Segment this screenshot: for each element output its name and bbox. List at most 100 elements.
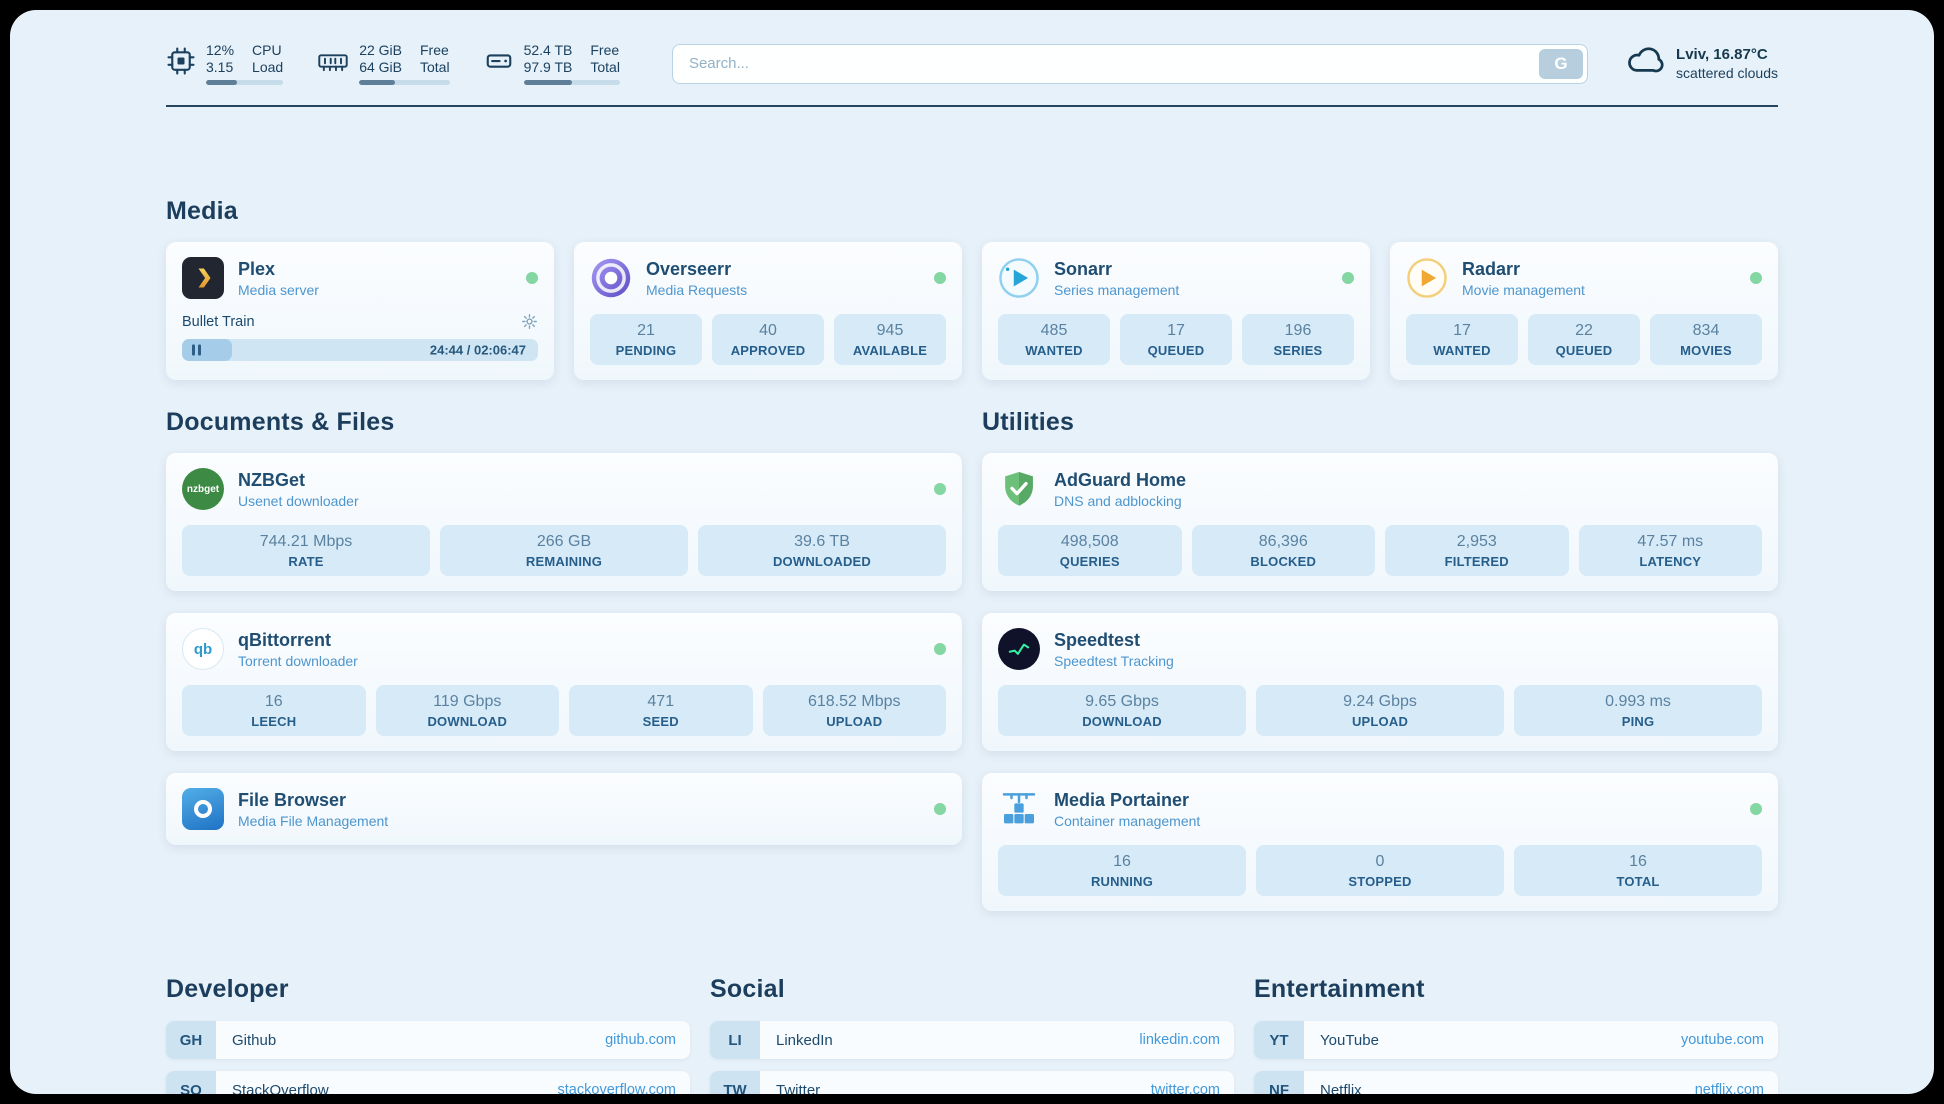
cpu-usage-label: CPU	[252, 42, 282, 58]
filebrowser-icon	[182, 788, 224, 830]
service-card-qbittorrent[interactable]: qb qBittorrent Torrent downloader 16 LEE…	[166, 613, 962, 751]
service-subtitle: Speedtest Tracking	[1054, 652, 1174, 669]
bookmark-abbr: TW	[710, 1071, 760, 1094]
bookmark-group-title: Developer	[166, 975, 289, 1003]
stat-rate: 744.21 Mbps RATE	[182, 525, 430, 576]
disk-icon	[484, 46, 514, 81]
sonarr-icon	[998, 257, 1040, 299]
plex-icon	[182, 257, 224, 299]
bookmark-name: Github	[232, 1031, 277, 1049]
service-card-radarr[interactable]: Radarr Movie management 17 WANTED 22 QUE…	[1390, 242, 1778, 380]
search-bar: G	[671, 43, 1589, 84]
memory-free-label: Free	[420, 42, 449, 58]
nzbget-icon: nzbget	[182, 468, 224, 510]
bookmark-url: linkedin.com	[1139, 1032, 1220, 1048]
bookmark-url: twitter.com	[1150, 1082, 1220, 1094]
cpu-usage-value: 12%	[206, 42, 235, 58]
topbar-divider	[166, 105, 1778, 107]
bookmark-url: netflix.com	[1694, 1082, 1764, 1094]
cloud-icon	[1622, 44, 1664, 83]
status-dot	[934, 643, 946, 655]
disk-total-label: Total	[590, 59, 620, 75]
cpu-icon	[166, 46, 196, 81]
weather-widget[interactable]: Lviv, 16.87°C scattered clouds	[1622, 44, 1778, 83]
bookmark-youtube[interactable]: YT YouTube youtube.com	[1254, 1021, 1778, 1059]
service-card-overseerr[interactable]: Overseerr Media Requests 21 PENDING 40 A…	[574, 242, 962, 380]
service-card-portainer[interactable]: Media Portainer Container management 16 …	[982, 773, 1778, 911]
bookmark-group-developer: Developer GH Github github.com SO StackO…	[166, 975, 690, 1094]
section-documents: Documents & Files nzbget NZBGet Usenet d…	[166, 408, 962, 911]
qbittorrent-icon: qb	[182, 628, 224, 670]
bookmark-abbr: YT	[1254, 1021, 1304, 1059]
memory-total-label: Total	[420, 59, 450, 75]
stat-approved: 40 APPROVED	[712, 314, 824, 365]
search-provider-button[interactable]: G	[1539, 48, 1584, 79]
bookmark-name: StackOverflow	[232, 1081, 329, 1095]
service-name: Plex	[238, 258, 276, 279]
cpu-widget: 12% CPU 3.15 Load	[166, 42, 284, 85]
service-subtitle: Torrent downloader	[238, 652, 358, 669]
stat-available: 945 AVAILABLE	[834, 314, 946, 365]
disk-free-label: Free	[590, 42, 620, 58]
service-card-nzbget[interactable]: nzbget NZBGet Usenet downloader 744.21 M…	[166, 453, 962, 591]
stat-upload: 9.24 Gbps UPLOAD	[1256, 685, 1504, 736]
playback-time: 24:44 / 02:06:47	[429, 342, 526, 358]
status-dot	[1750, 272, 1762, 284]
playback-progress-bar[interactable]: 24:44 / 02:06:47	[182, 339, 538, 361]
adguard-icon	[998, 468, 1040, 510]
bookmark-url: youtube.com	[1680, 1032, 1764, 1048]
cpu-load-label: Load	[252, 59, 284, 75]
stat-upload: 618.52 Mbps UPLOAD	[762, 685, 946, 736]
stat-stopped: 0 STOPPED	[1256, 845, 1504, 896]
bookmark-name: Twitter	[776, 1081, 821, 1095]
stat-wanted: 17 WANTED	[1406, 314, 1518, 365]
bookmark-stackoverflow[interactable]: SO StackOverflow stackoverflow.com	[166, 1071, 690, 1094]
memory-widget: 22 GiB Free 64 GiB Total	[317, 42, 450, 85]
memory-free-value: 22 GiB	[359, 42, 402, 58]
service-card-sonarr[interactable]: Sonarr Series management 485 WANTED 17 Q…	[982, 242, 1370, 380]
weather-condition: scattered clouds	[1676, 65, 1778, 81]
disk-total-value: 97.9 TB	[523, 59, 573, 75]
bookmark-linkedin[interactable]: LI LinkedIn linkedin.com	[710, 1021, 1234, 1059]
settings-gear-icon[interactable]	[521, 313, 538, 330]
stat-queued: 22 QUEUED	[1528, 314, 1640, 365]
stat-download: 119 Gbps DOWNLOAD	[375, 685, 559, 736]
bookmark-twitter[interactable]: TW Twitter twitter.com	[710, 1071, 1234, 1094]
service-card-speedtest[interactable]: Speedtest Speedtest Tracking 9.65 Gbps D…	[982, 613, 1778, 751]
service-subtitle: Media Requests	[646, 281, 748, 298]
service-card-adguard[interactable]: AdGuard Home DNS and adblocking 498,508 …	[982, 453, 1778, 591]
bookmark-abbr: GH	[166, 1021, 216, 1059]
service-name: File Browser	[238, 789, 347, 810]
stat-remaining: 266 GB REMAINING	[440, 525, 688, 576]
disk-free-value: 52.4 TB	[523, 42, 573, 58]
stat-seed: 471 SEED	[569, 685, 753, 736]
stat-running: 16 RUNNING	[998, 845, 1246, 896]
search-input[interactable]	[671, 43, 1589, 84]
stat-downloaded: 39.6 TB DOWNLOADED	[698, 525, 946, 576]
bookmark-url: github.com	[605, 1032, 676, 1048]
bookmark-netflix[interactable]: NF Netflix netflix.com	[1254, 1071, 1778, 1094]
service-name: Radarr	[1462, 258, 1521, 279]
service-subtitle: Media server	[238, 281, 319, 298]
speedtest-icon	[998, 628, 1040, 670]
service-name: AdGuard Home	[1054, 469, 1187, 490]
service-card-filebrowser[interactable]: File Browser Media File Management	[166, 773, 962, 845]
service-card-plex[interactable]: Plex Media server Bullet Train	[166, 242, 554, 380]
status-dot	[934, 803, 946, 815]
cpu-load-value: 3.15	[206, 59, 234, 75]
bookmark-name: LinkedIn	[776, 1031, 833, 1049]
service-subtitle: Series management	[1054, 281, 1180, 298]
bookmark-abbr: NF	[1254, 1071, 1304, 1094]
stat-leech: 16 LEECH	[182, 685, 366, 736]
bookmark-github[interactable]: GH Github github.com	[166, 1021, 690, 1059]
pause-icon[interactable]	[192, 344, 201, 356]
service-name: qBittorrent	[238, 629, 331, 650]
status-dot	[1750, 803, 1762, 815]
bookmark-name: YouTube	[1320, 1031, 1379, 1049]
service-name: Sonarr	[1054, 258, 1113, 279]
memory-progress-bar	[359, 80, 450, 85]
section-title-documents: Documents & Files	[166, 408, 395, 436]
section-media: Media Plex Me	[166, 197, 1778, 380]
stat-blocked: 86,396 BLOCKED	[1191, 525, 1375, 576]
service-name: Overseerr	[646, 258, 732, 279]
